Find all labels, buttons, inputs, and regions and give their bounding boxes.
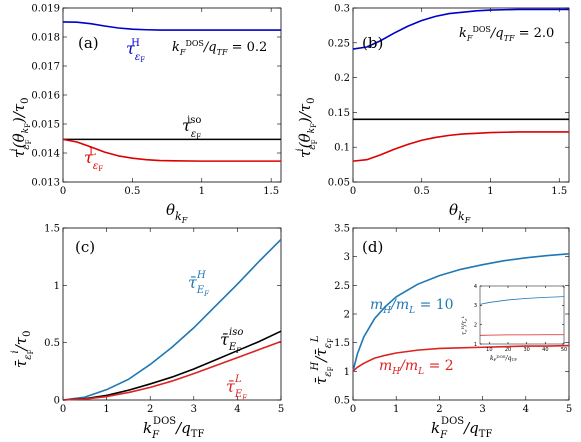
panel-c-ylabel: τ̄εFi/τ0 — [10, 331, 35, 368]
panel-d-ytick-label-1: 1 — [344, 367, 350, 378]
panel-b-plot-frame — [352, 7, 570, 183]
panel-d-ylabel: τ̄εFH/τ̄εFL — [310, 335, 335, 385]
panel-d-inset: 10 20 30 40 50 1 2 3 4 — [474, 284, 567, 353]
panel-d-xtick-label-3: 3 — [479, 404, 485, 415]
panel-d-series-1-line — [352, 344, 570, 372]
panel-d-inset-ytick-label-2: 3 — [474, 303, 477, 309]
panel-c-xtick-label-5: 5 — [278, 404, 284, 415]
panel-d-inset-xtick-label-2: 30 — [523, 347, 529, 353]
panel-c-label: (c) — [75, 238, 95, 256]
panel-b-ylabel: τεFi(θkF)/τ0 — [295, 97, 319, 158]
panel-d-inset-xtick-label-4: 50 — [561, 347, 567, 353]
panel-b-ytick-label-2: 0.15 — [328, 108, 350, 119]
panel-b-xtick-label-2: 1 — [487, 186, 493, 197]
panel-c-xtick-label-2: 2 — [147, 404, 153, 415]
panel-d-inset-xlabel: kFDOS/qTF — [490, 354, 517, 362]
panel-c-ytick-label-0: 0 — [54, 396, 60, 407]
panel-d-xtick-label-4: 4 — [523, 404, 529, 415]
panel-d-ytick-label-3: 2 — [344, 310, 350, 321]
panel-b-series-0-line — [352, 8, 569, 50]
panel-d-xtick-label-2: 2 — [436, 404, 442, 415]
panel-a-label: (a) — [78, 34, 99, 52]
panel-c-series-2-line — [62, 340, 282, 401]
panel-a-ytick-label-4: 0.017 — [31, 62, 60, 73]
panel-d-ytick-label-2: 1.5 — [334, 338, 350, 349]
panel-a-ytick-label-1: 0.014 — [31, 149, 60, 160]
panel-d-ytick-label-6: 3.5 — [334, 224, 350, 235]
panel-c-ytick-label-3: 1.5 — [44, 224, 60, 235]
panel-d-series-0-line — [352, 253, 570, 372]
panel-d-inset-ytick-label-1: 2 — [474, 322, 477, 328]
panel-d-inset-ytick-label-0: 1 — [474, 342, 477, 348]
panel-a-xtick-label-2: 1 — [199, 186, 205, 197]
panel-c-xtick-label-4: 4 — [234, 404, 240, 415]
panel-c-ytick-label-1: 0.5 — [44, 338, 60, 349]
panel-a-xtick-label-3: 1.5 — [263, 186, 279, 197]
panel-a-ytick-label-6: 0.019 — [31, 4, 60, 15]
panel-c-plot-frame — [62, 227, 282, 401]
panel-d-inset-xtick-label-3: 40 — [542, 347, 548, 353]
panel-b-ytick-label-3: 0.2 — [334, 73, 350, 84]
panel-b-xtick-label-3: 1.5 — [551, 186, 567, 197]
panel-b: 0 0.5 1 1.5 0.05 0.1 0.15 0.2 0.25 0.3 — [328, 4, 570, 197]
panel-c: 0 1 2 3 4 5 0 0.5 1 1.5 — [44, 224, 284, 416]
panel-d-mass-ratio-10-label: mH/mL = 10 — [370, 297, 454, 316]
panel-a-ylabel: τεFi(θkF)/τ0 — [9, 97, 33, 158]
panel-c-series-1-line — [62, 330, 282, 401]
panel-b-xlabel: θkF — [449, 201, 471, 225]
panel-a-plot-frame — [62, 7, 282, 183]
panel-d-xtick-label-1: 1 — [393, 404, 399, 415]
panel-d-xtick-label-0: 0 — [350, 404, 356, 415]
panel-b-ytick-label-5: 0.3 — [334, 4, 350, 15]
panel-a-ytick-label-5: 0.018 — [31, 33, 60, 44]
panel-b-ytick-label-1: 0.1 — [334, 143, 350, 154]
panel-d-label: (d) — [362, 238, 383, 256]
panel-b-ytick-label-0: 0.05 — [328, 178, 350, 189]
panel-c-series-0-line — [62, 238, 282, 401]
panel-a-xtick-label-0: 0 — [60, 186, 66, 197]
panel-a: 0 0.5 1 1.5 0.013 0.014 0.015 0.016 0.017 0.018 0.… — [31, 4, 282, 197]
panel-d-inset-xtick-label-0: 10 — [486, 347, 492, 353]
panel-c-xtick-label-1: 1 — [103, 404, 109, 415]
panel-c-ytick-label-2: 1 — [54, 281, 60, 292]
panel-d-ytick-label-5: 3 — [344, 252, 350, 263]
panel-b-xtick-label-0: 0 — [350, 186, 356, 197]
panel-a-xtick-label-1: 0.5 — [124, 186, 140, 197]
panel-a-series-2-line — [62, 138, 281, 162]
panel-d-xlabel: kFDOS/qTF — [431, 416, 492, 441]
panel-d-inset-series-0-line — [479, 296, 565, 305]
panel-a-xlabel: θkF — [166, 201, 188, 225]
panel-b-label: (b) — [362, 34, 383, 52]
panel-b-xtick-label-1: 0.5 — [414, 186, 430, 197]
panel-d-xtick-label-5: 5 — [566, 404, 572, 415]
panel-d-inset-series-1-line — [479, 334, 564, 336]
panel-a-ytick-label-2: 0.015 — [31, 120, 60, 131]
panel-c-xlabel: kFDOS/qTF — [143, 416, 204, 441]
panel-a-series-0-line — [62, 21, 281, 31]
panel-b-series-2-line — [352, 131, 569, 162]
panel-a-ytick-label-3: 0.016 — [31, 91, 60, 102]
panel-d-ytick-label-0: 0.5 — [334, 396, 350, 407]
panel-d-inset-ytick-label-3: 4 — [474, 284, 477, 290]
panel-c-xtick-label-0: 0 — [60, 404, 66, 415]
panel-d-inset-xtick-label-1: 20 — [505, 347, 511, 353]
panel-d-ytick-label-4: 2.5 — [334, 281, 350, 292]
panel-d-inset-ylabel: τεH/τεL — [460, 316, 468, 335]
panel-c-xtick-label-3: 3 — [191, 404, 197, 415]
panel-b-ytick-label-4: 0.25 — [328, 38, 350, 49]
panel-a-ytick-label-0: 0.013 — [31, 178, 60, 189]
